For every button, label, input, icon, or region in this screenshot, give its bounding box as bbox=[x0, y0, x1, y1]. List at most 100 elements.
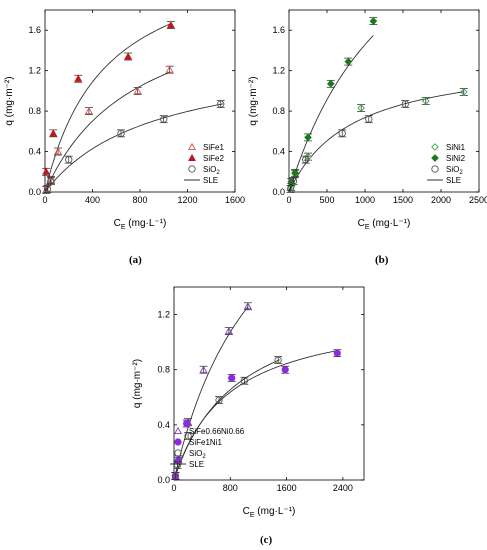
y-axis-label: q (mg·m⁻²) bbox=[132, 359, 143, 408]
x-tick-label: 0 bbox=[171, 483, 176, 493]
legend-label: SiO2 bbox=[189, 449, 206, 460]
y-tick-label: 1.6 bbox=[272, 25, 285, 35]
data-point-sife1 bbox=[84, 106, 93, 115]
panel-a: (a) 0 400 800 1200 1600 0.0 0.4 0.8 1.2 1.6 CE (mg… bbox=[4, 9, 245, 266]
data-point-sio2 bbox=[302, 155, 310, 164]
legend-marker-sife1ni1 bbox=[174, 438, 182, 446]
panel-b-frame bbox=[288, 9, 480, 193]
panel-b-label: (b) bbox=[375, 254, 389, 266]
data-point-sife1 bbox=[165, 65, 174, 73]
y-tick-label: 0.4 bbox=[28, 147, 41, 157]
panel-c-label: (c) bbox=[260, 534, 273, 546]
y-tick-label: 0.8 bbox=[28, 106, 41, 116]
data-point-sini2 bbox=[344, 57, 353, 66]
legend-label: SiFe0.66Ni0.66 bbox=[189, 427, 245, 436]
y-tick-label: 1.2 bbox=[28, 66, 41, 76]
data-point-sife1ni1 bbox=[281, 366, 289, 374]
data-point-sio2 bbox=[289, 177, 298, 185]
data-point-sife0-66ni0-66 bbox=[243, 302, 252, 310]
x-tick-label: 2500 bbox=[469, 195, 487, 205]
legend-marker-sio2 bbox=[174, 449, 182, 457]
data-point-sini2 bbox=[304, 133, 312, 142]
x-tick-label: 2000 bbox=[431, 195, 451, 205]
data-point-sife1 bbox=[133, 86, 142, 94]
data-point-sife2 bbox=[74, 74, 83, 82]
data-point-sife0-66ni0-66 bbox=[199, 365, 208, 373]
sle-fit-curve bbox=[173, 359, 280, 481]
legend-marker-sini1 bbox=[431, 143, 439, 151]
data-point-sio2 bbox=[286, 185, 295, 193]
data-point-sini1 bbox=[421, 97, 430, 105]
sle-fit-curve bbox=[44, 23, 172, 193]
legend-label: SiFe1 bbox=[203, 143, 224, 152]
x-tick-label: 800 bbox=[223, 483, 238, 493]
data-point-sio2 bbox=[160, 115, 168, 123]
data-point-sife1ni1 bbox=[183, 419, 191, 428]
legend-label: SiNi1 bbox=[446, 143, 466, 152]
x-tick-label: 800 bbox=[132, 195, 147, 205]
sle-fit-curve bbox=[288, 35, 374, 193]
y-tick-label: 1.6 bbox=[28, 25, 41, 35]
data-point-sife1 bbox=[54, 147, 63, 155]
x-tick-label: 1600 bbox=[225, 195, 245, 205]
x-tick-label: 1600 bbox=[277, 483, 297, 493]
data-point-sio2 bbox=[43, 185, 52, 193]
data-point-sini1 bbox=[459, 88, 468, 96]
data-point-sio2 bbox=[217, 100, 225, 108]
legend-label: SLE bbox=[189, 460, 204, 469]
data-point-sio2 bbox=[117, 129, 125, 138]
data-point-sio2 bbox=[171, 472, 180, 480]
legend-label: SLE bbox=[446, 176, 461, 185]
data-point-sio2 bbox=[240, 377, 249, 385]
panel-c: (c) 0 800 1600 2400 0.0 0.4 0.8 1.2 CE (mg·L⁻¹) q… bbox=[132, 286, 365, 546]
legend-marker-sife2 bbox=[188, 153, 196, 162]
legend-label: SLE bbox=[203, 176, 218, 185]
data-point-sini1 bbox=[304, 152, 312, 161]
legend-marker-sio2 bbox=[188, 165, 196, 173]
sle-fit-curve bbox=[44, 103, 224, 193]
data-point-sio2 bbox=[365, 115, 373, 123]
data-point-sio2 bbox=[401, 100, 409, 108]
y-tick-label: 0.8 bbox=[272, 106, 285, 116]
data-point-sini2 bbox=[291, 168, 299, 177]
x-axis-label: CE (mg·L⁻¹) bbox=[114, 218, 167, 231]
y-tick-label: 0.8 bbox=[157, 365, 170, 375]
x-tick-label: 400 bbox=[85, 195, 100, 205]
y-tick-label: 0.0 bbox=[28, 187, 41, 197]
data-point-sife1ni1 bbox=[333, 349, 341, 357]
panel-b: (b) 0 500 1000 1500 2000 2500 0.0 0.4 0.8 1.2 1.6 C… bbox=[248, 9, 487, 266]
data-point-sio2 bbox=[184, 432, 192, 440]
data-point-sife2 bbox=[42, 167, 51, 175]
x-tick-label: 500 bbox=[319, 195, 334, 205]
legend-marker-sini2 bbox=[431, 154, 439, 162]
y-tick-label: 0.4 bbox=[157, 420, 170, 430]
sle-fit-curve bbox=[44, 71, 170, 193]
data-point-sio2 bbox=[215, 396, 223, 404]
data-point-sini2 bbox=[369, 17, 378, 25]
data-point-sini2 bbox=[326, 79, 335, 88]
data-point-sio2 bbox=[173, 461, 182, 469]
data-point-sife2 bbox=[124, 52, 133, 60]
data-point-sio2 bbox=[47, 177, 55, 185]
y-tick-label: 0.0 bbox=[157, 475, 170, 485]
legend-label: SiO2 bbox=[446, 165, 463, 176]
legend-label: SiFe1Ni1 bbox=[189, 438, 222, 447]
legend-marker-sife0-66ni0-66 bbox=[174, 426, 182, 435]
x-axis-label: CE (mg·L⁻¹) bbox=[358, 218, 411, 231]
data-point-sife2 bbox=[49, 129, 58, 137]
data-point-sio2 bbox=[338, 129, 346, 138]
y-axis-label: q (mg·m⁻²) bbox=[248, 76, 259, 125]
legend-label: SiNi2 bbox=[446, 154, 466, 163]
data-point-sife2 bbox=[166, 21, 175, 29]
y-tick-label: 0.0 bbox=[272, 187, 285, 197]
y-tick-label: 0.4 bbox=[272, 147, 285, 157]
x-tick-label: 1200 bbox=[177, 195, 197, 205]
sle-fit-curve bbox=[288, 91, 464, 193]
legend-label: SiO2 bbox=[203, 165, 220, 176]
y-tick-label: 1.2 bbox=[272, 66, 285, 76]
legend-marker-sife1 bbox=[188, 142, 196, 151]
x-axis-label: CE (mg·L⁻¹) bbox=[243, 506, 296, 519]
x-tick-label: 2400 bbox=[333, 483, 353, 493]
y-axis-label: q (mg·m⁻²) bbox=[4, 76, 15, 125]
